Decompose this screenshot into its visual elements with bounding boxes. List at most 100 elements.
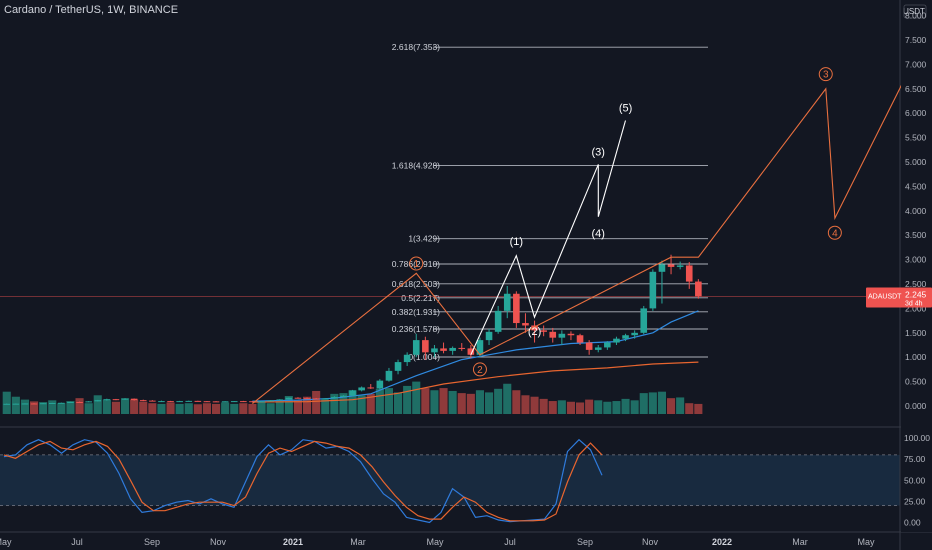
candle-body — [121, 398, 129, 400]
volume-bar — [448, 390, 457, 414]
candle-body — [85, 401, 92, 403]
volume-bar — [175, 403, 184, 414]
axis-currency: USDT — [903, 7, 925, 16]
candle-body — [649, 271, 657, 309]
time-tick-label: Mar — [350, 537, 366, 547]
volume-bar — [475, 390, 484, 414]
candle-body — [149, 400, 156, 402]
candle-body — [185, 400, 193, 402]
price-tick-label: 7.500 — [905, 35, 927, 45]
candle-body — [3, 403, 11, 405]
volume-bar — [366, 393, 375, 414]
candle-body — [513, 293, 520, 324]
candle-body — [585, 342, 593, 350]
time-tick-label: Sep — [144, 537, 160, 547]
candle-body — [258, 401, 265, 403]
volume-bar — [539, 398, 548, 414]
candle-body — [631, 332, 638, 336]
volume-bar — [667, 398, 676, 414]
elliott-major-label: 1 — [413, 259, 419, 270]
volume-bar — [639, 393, 648, 414]
time-tick-label: Nov — [642, 537, 659, 547]
elliott-major-label: 3 — [823, 70, 829, 81]
elliott-minor-path — [470, 120, 627, 356]
candle-body — [549, 331, 557, 338]
volume-bar — [212, 403, 221, 414]
candle-body — [676, 265, 684, 267]
price-tick-label: 4.000 — [905, 206, 927, 216]
candle-body — [503, 293, 511, 311]
fib-level-label: 1.618(4.928) — [392, 161, 440, 171]
price-tick-label: 7.000 — [905, 59, 927, 69]
candle-body — [685, 265, 693, 282]
candle-body — [476, 340, 484, 355]
volume-bar — [39, 402, 48, 414]
volume-bar — [57, 403, 66, 414]
volume-bar — [111, 401, 120, 414]
volume-bar — [503, 383, 512, 414]
candle-body — [622, 335, 629, 339]
price-tick-label: 2.000 — [905, 303, 927, 313]
candle-body — [485, 331, 493, 341]
volume-bar — [421, 388, 430, 414]
volume-bar — [84, 403, 93, 414]
candle-body — [385, 370, 393, 381]
volume-bar — [266, 403, 275, 414]
elliott-major-label: 4 — [832, 228, 838, 239]
candle-body — [531, 325, 538, 331]
volume-bar — [521, 395, 530, 414]
osc-tick-label: 25.00 — [904, 496, 926, 506]
price-tick-label: 3.000 — [905, 255, 927, 265]
candle-body — [422, 340, 429, 353]
candle-body — [449, 347, 456, 351]
volume-bar — [221, 402, 230, 414]
elliott-major-label-ring — [472, 362, 487, 377]
volume-bar — [193, 404, 202, 414]
price-tick-label: 5.500 — [905, 133, 927, 143]
volume-bar — [75, 398, 84, 414]
candle-body — [58, 402, 65, 404]
candle-body — [594, 347, 602, 350]
candle-body — [604, 342, 611, 348]
candle-body — [48, 402, 56, 404]
candle-body — [39, 403, 47, 405]
candle-body — [431, 348, 438, 353]
price-tick-label: 6.000 — [905, 108, 927, 118]
osc-tick-label: 75.00 — [904, 454, 926, 464]
volume-bar — [466, 393, 475, 414]
volume-bar — [557, 400, 566, 414]
elliott-major-label-ring — [818, 67, 833, 82]
candle-body — [567, 333, 575, 336]
price-tick-label: 3.500 — [905, 230, 927, 240]
volume-bar — [594, 400, 603, 414]
time-tick-label: May — [426, 537, 444, 547]
volume-bar — [312, 390, 321, 414]
price-tag-symbol: ADAUSDT — [868, 293, 902, 300]
price-tick-label: 5.000 — [905, 157, 927, 167]
price-tick-label: 4.500 — [905, 181, 927, 191]
fib-level-label: 0.5(2.217) — [401, 293, 440, 303]
fib-level-label: 0.382(1.931) — [392, 307, 440, 317]
price-tag-box — [866, 287, 932, 308]
moving-average-orange — [252, 361, 699, 403]
volume-bar — [121, 398, 130, 414]
stoch-band — [0, 454, 900, 506]
price-tick-label: 2.500 — [905, 279, 927, 289]
price-tick-label: 6.500 — [905, 84, 927, 94]
volume-bar — [403, 385, 412, 414]
price-tag-value: 2.245 — [905, 289, 927, 299]
time-tick-label: May — [857, 537, 875, 547]
candle-body — [112, 399, 120, 401]
candle-body — [230, 401, 238, 403]
volume-bar — [230, 403, 239, 414]
candle-body — [240, 401, 247, 403]
candle-body — [321, 398, 329, 400]
volume-bar — [148, 403, 157, 414]
volume-bar — [621, 398, 630, 414]
time-tick-label: 2022 — [712, 537, 732, 547]
currency-box[interactable] — [903, 4, 927, 19]
candle-body — [294, 397, 302, 399]
volume-bar — [66, 401, 75, 414]
price-tick-label: 8.000 — [905, 11, 927, 21]
